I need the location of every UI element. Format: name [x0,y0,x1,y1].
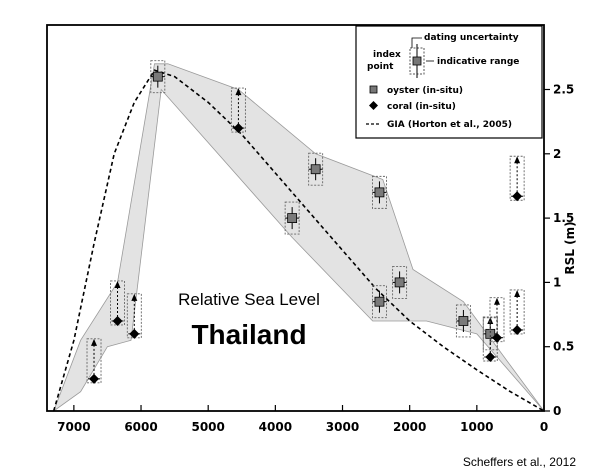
y-axis-title: RSL (m) [563,221,577,274]
x-tick-label: 3000 [326,420,359,434]
legend-dating-leader [411,37,422,48]
oyster-point [374,296,385,307]
coral-arrow [114,280,121,288]
legend-oyster-symbol [369,85,378,94]
coral-arrow [493,297,500,305]
coral-point [512,191,523,202]
legend-index-label-1: index [373,50,401,60]
coral-point [129,328,140,339]
oyster-point [152,71,163,82]
y-tick-label: 1.5 [553,211,574,225]
chart-subtitle: Thailand [191,319,306,350]
y-tick-label: 0.5 [553,340,574,354]
legend-index-marker [412,56,422,66]
oyster-point [394,277,405,288]
coral-point [89,373,100,384]
y-tick-label: 2 [553,147,561,161]
coral-arrow [514,156,521,164]
legend-oyster-label: oyster (in-situ) [387,86,463,96]
x-tick-label: 5000 [191,420,224,434]
legend-coral-label: coral (in-situ) [387,102,456,112]
gia-curve [52,69,545,412]
coral-point [112,315,123,326]
legend-index-label-2: point [367,62,394,72]
x-axis: 7000 6000 5000 4000 3000 2000 1000 0 [57,405,548,434]
coral-arrow [235,88,242,96]
y-tick-label: 2.5 [553,83,574,97]
x-tick-label: 1000 [460,420,493,434]
coral-point [485,351,496,362]
chart-title: Relative Sea Level [178,290,320,309]
coral-arrow [131,293,138,301]
credit-label: Scheffers et al., 2012 [463,455,577,469]
legend-gia-label: GIA (Horton et al., 2005) [387,120,512,130]
x-tick-label: 2000 [393,420,426,434]
legend-box [355,25,543,139]
coral-point [233,123,244,134]
coral-point [512,324,523,335]
x-tick-label: 6000 [124,420,157,434]
y-axis: 0 0.5 1 1.5 2 2.5 [544,83,574,418]
x-tick-label: 0 [540,420,548,434]
oyster-point [458,316,469,326]
oyster-point [374,187,385,198]
gia-layer [52,69,545,412]
legend-coral-symbol [369,101,378,110]
coral-arrow [514,289,521,297]
coral-point [491,332,502,343]
legend-dating-label: dating uncertainty [424,33,519,43]
coral-arrow [487,316,494,324]
y-tick-label: 1 [553,275,561,289]
oyster-point [310,164,321,175]
x-tick-label: 7000 [57,420,90,434]
legend: index point dating uncertainty indicativ… [355,25,543,139]
coral-arrow [91,338,98,346]
x-tick-label: 4000 [259,420,292,434]
y-tick-label: 0 [553,404,561,418]
points-layer [86,60,525,384]
oyster-point [287,213,298,224]
legend-range-label: indicative range [437,57,519,67]
